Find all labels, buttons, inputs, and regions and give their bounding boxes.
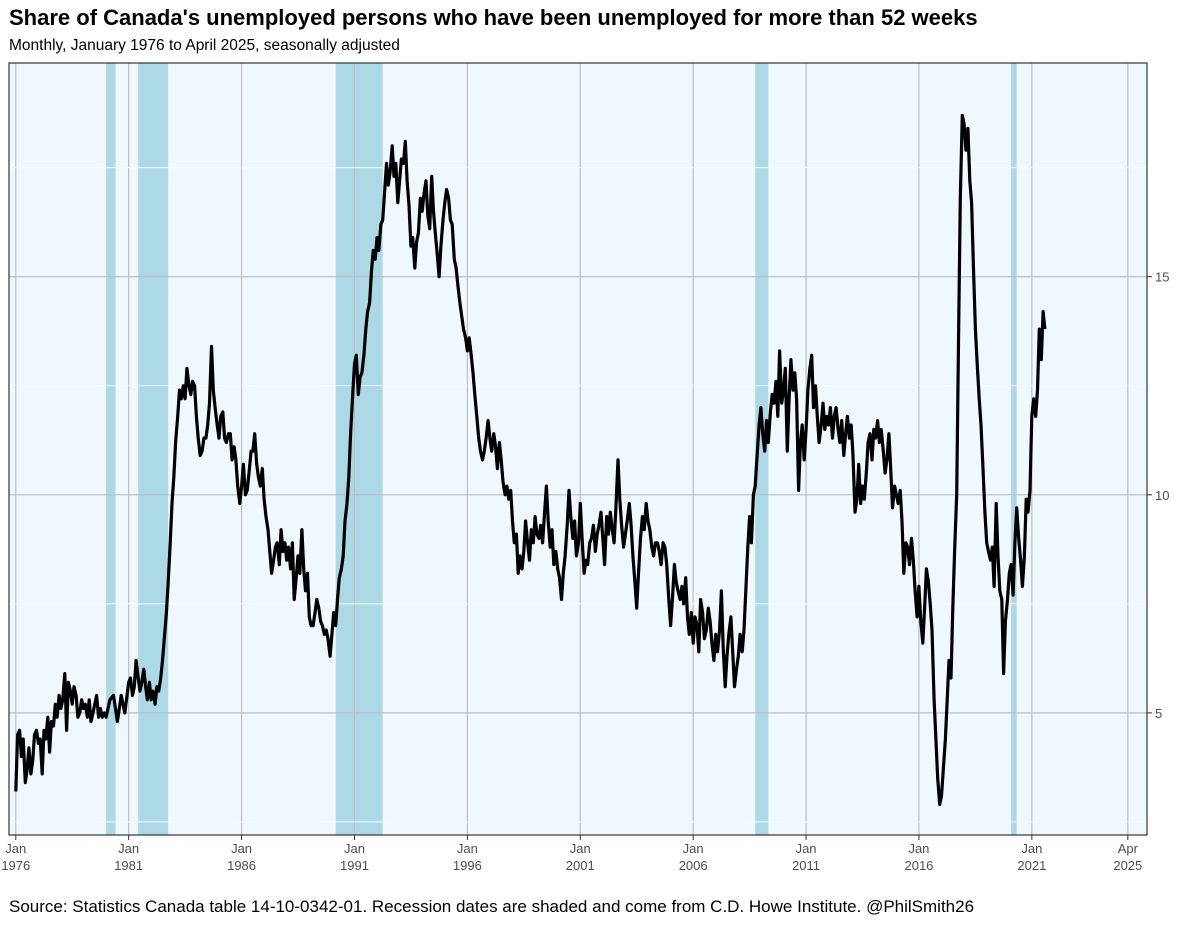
x-tick-label: 2001 <box>566 858 595 873</box>
x-tick-label: 1986 <box>227 858 256 873</box>
x-tick-label: 2011 <box>792 858 820 873</box>
y-tick-label: 10 <box>1155 488 1169 503</box>
x-tick-label: 1996 <box>453 858 482 873</box>
x-tick-label: 1991 <box>340 858 369 873</box>
x-tick-label: Jan <box>5 841 26 856</box>
y-tick-label: 5 <box>1155 706 1162 721</box>
x-tick-label: Jan <box>796 841 817 856</box>
x-tick-label: Jan <box>118 841 139 856</box>
source-caption: Source: Statistics Canada table 14-10-03… <box>9 897 975 916</box>
x-tick-label: Jan <box>683 841 704 856</box>
plot-panel <box>9 63 1147 835</box>
recession-band <box>335 63 383 835</box>
y-tick-label: 15 <box>1155 270 1169 285</box>
recession-shading <box>106 63 1017 835</box>
x-tick-label: Jan <box>231 841 252 856</box>
x-tick-label: 2021 <box>1017 858 1046 873</box>
chart-subtitle: Monthly, January 1976 to April 2025, sea… <box>9 37 400 54</box>
recession-band <box>1011 63 1017 835</box>
panel-border <box>8 62 1148 836</box>
x-tick-label: Jan <box>570 841 591 856</box>
x-tick-label: 1981 <box>114 858 143 873</box>
series-line <box>14 113 1047 807</box>
x-axis: Jan 1976 Jan 1981 Jan 1986 Jan 1991 Jan 1996 Jan 20… <box>1 835 1142 873</box>
y-axis: 5 10 15 <box>1147 270 1169 721</box>
series-layer <box>14 113 1047 807</box>
x-tick-label: Jan <box>1021 841 1042 856</box>
chart-title: Share of Canada's unemployed persons who… <box>9 5 978 30</box>
recession-band <box>106 63 116 835</box>
x-tick-label: 2006 <box>679 858 708 873</box>
recession-band <box>138 63 169 835</box>
recession-band <box>755 63 769 835</box>
x-tick-label: Jan <box>457 841 478 856</box>
x-tick-label: Jan <box>344 841 365 856</box>
x-tick-label: Apr <box>1118 841 1139 856</box>
x-tick-label: 2025 <box>1113 858 1142 873</box>
gridlines <box>9 63 1147 835</box>
x-tick-label: 2016 <box>904 858 933 873</box>
x-tick-label: 1976 <box>1 858 30 873</box>
x-tick-label: Jan <box>908 841 929 856</box>
